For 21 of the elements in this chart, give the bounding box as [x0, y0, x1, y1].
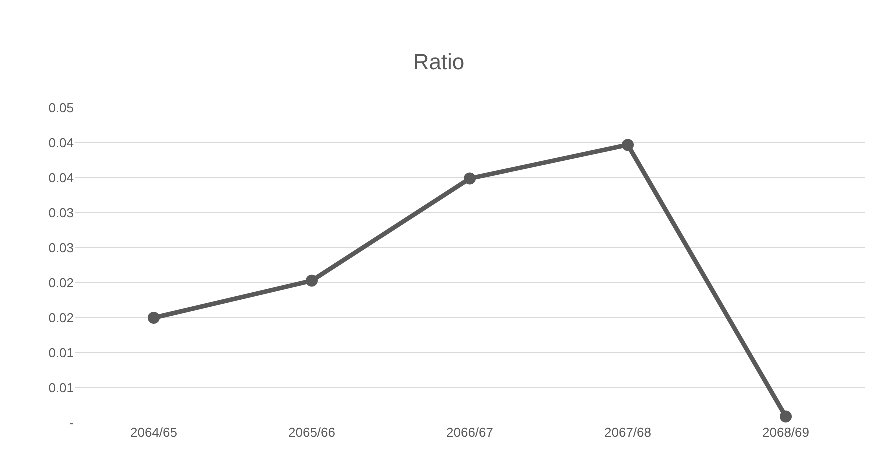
- x-tick-label: 2068/69: [762, 425, 810, 440]
- y-tick-label: 0.04: [48, 136, 74, 151]
- y-tick-label: 0.03: [48, 206, 74, 221]
- y-tick-label: -: [70, 416, 74, 431]
- point: [780, 410, 792, 423]
- point: [622, 139, 634, 152]
- y-tick-label: 0.01: [48, 346, 74, 361]
- y-tick-label: 0.03: [48, 240, 74, 256]
- x-tick-label: 2067/68: [604, 425, 652, 440]
- point: [148, 312, 160, 324]
- x-tick-label: 2065/66: [288, 425, 336, 440]
- x-tick-label: 2064/65: [130, 425, 178, 440]
- x-tick-label: 2066/67: [446, 425, 494, 440]
- point: [464, 172, 476, 185]
- y-tick-label: 0.05: [48, 100, 74, 116]
- y-tick-label: 0.04: [48, 170, 74, 186]
- y-tick-label: 0.02: [48, 276, 74, 291]
- y-tick-label: 0.02: [48, 310, 74, 326]
- point: [306, 274, 318, 287]
- y-tick-label: 0.01: [48, 380, 74, 396]
- chart-title: Ratio: [413, 50, 465, 75]
